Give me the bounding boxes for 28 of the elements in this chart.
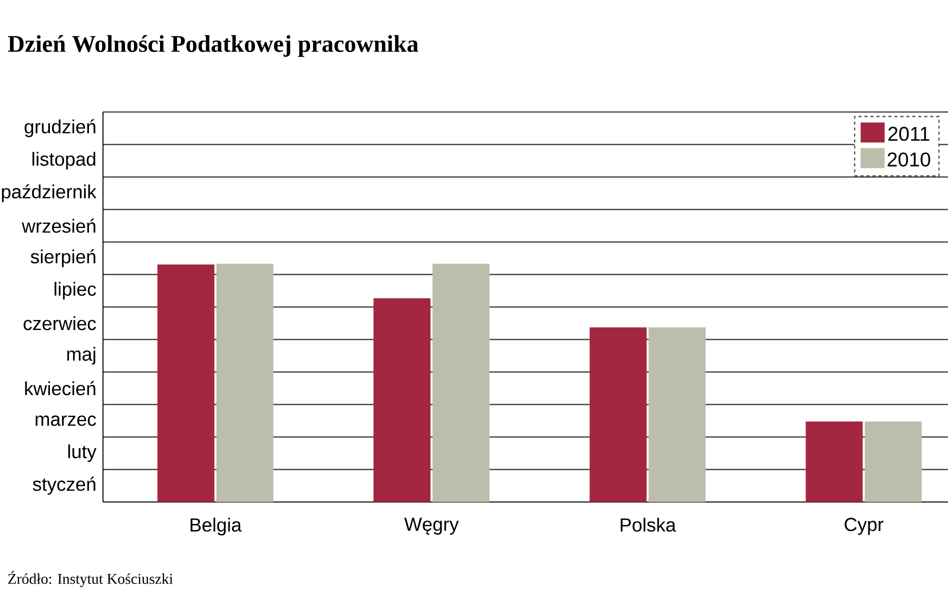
bar: [806, 421, 863, 502]
text: sierpień: [30, 249, 96, 268]
legend-label: 2011: [888, 126, 930, 141]
x-tick-label: Cypr: [844, 518, 884, 535]
x-tick-label: Polska: [620, 518, 676, 532]
text: czerwiec: [24, 316, 96, 330]
bar: [432, 264, 490, 502]
text: grudzień: [24, 119, 96, 138]
text: kwiecień: [25, 381, 96, 396]
bar: [590, 327, 647, 502]
text: listopad: [32, 152, 96, 170]
text: marzec: [36, 416, 96, 426]
bar: [157, 264, 214, 502]
bar: [648, 327, 706, 502]
text: wrzesień: [22, 218, 96, 233]
text: maj: [67, 346, 96, 365]
chart-title: Dzień Wolności Podatkowej pracownika: [8, 35, 418, 57]
bar: [374, 298, 431, 502]
legend-label: 2010: [888, 152, 930, 167]
x-tick-label: Węgry: [404, 518, 459, 535]
text: październik: [2, 184, 96, 202]
x-tick-label: Belgia: [190, 518, 242, 536]
text: styczeń: [32, 476, 96, 495]
bar: [216, 264, 274, 502]
text: Źródło: Instytut Kościuszki: [8, 570, 173, 588]
text: luty: [68, 444, 96, 462]
text: lipiec: [54, 282, 96, 300]
bar: [864, 421, 922, 502]
